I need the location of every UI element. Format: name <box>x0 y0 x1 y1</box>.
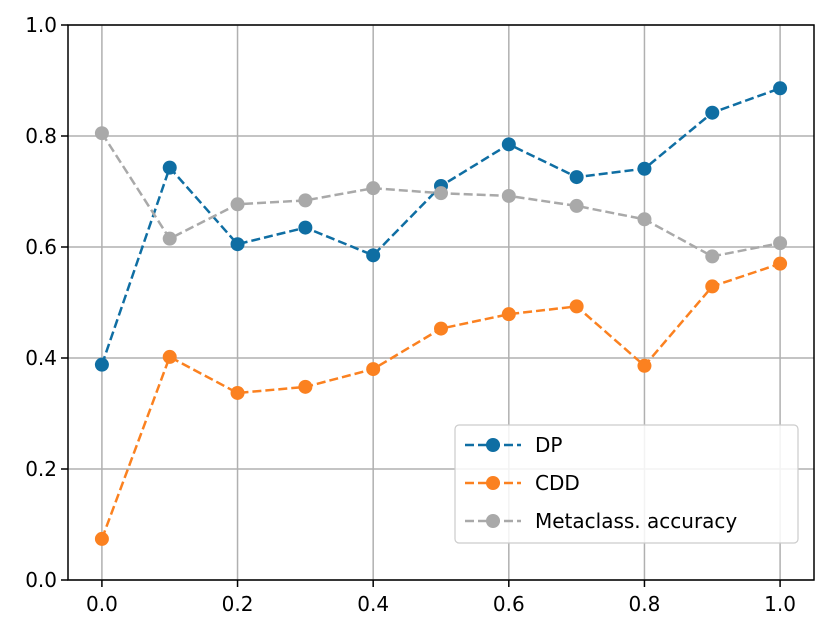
legend-marker <box>486 476 500 490</box>
data-point <box>298 193 313 208</box>
data-point <box>230 237 245 252</box>
legend-label: DP <box>535 433 562 457</box>
x-tick-label: 0.6 <box>493 592 525 616</box>
data-point <box>773 256 788 271</box>
data-point <box>501 188 516 203</box>
data-point <box>637 212 652 227</box>
legend-marker <box>486 514 500 528</box>
data-point <box>230 385 245 400</box>
legend-label: Metaclass. accuracy <box>535 509 737 533</box>
axis-ticks: 0.0 0.2 0.4 0.6 0.8 1.0 0.0 0.2 0.4 0.6 0.8 1.0 <box>25 13 796 616</box>
data-point <box>773 81 788 96</box>
data-point <box>501 307 516 322</box>
legend-label: CDD <box>535 471 580 495</box>
data-point <box>569 299 584 314</box>
legend-entry: DP <box>465 433 562 457</box>
legend-entry: Metaclass. accuracy <box>465 509 737 533</box>
y-tick-label: 0.8 <box>25 124 57 148</box>
legend-entry: CDD <box>465 471 580 495</box>
plot-frame <box>67 24 815 581</box>
data-point <box>569 198 584 213</box>
x-tick-label: 0.0 <box>86 592 118 616</box>
data-point <box>298 379 313 394</box>
data-point <box>366 362 381 377</box>
y-tick-label: 0.6 <box>25 235 57 259</box>
grid <box>68 24 814 581</box>
data-point <box>637 358 652 373</box>
y-tick-label: 1.0 <box>25 13 57 37</box>
legend-box <box>454 424 799 544</box>
series-layer <box>94 81 788 546</box>
data-point <box>705 249 720 264</box>
data-point <box>569 170 584 185</box>
y-tick-label: 0.2 <box>25 457 57 481</box>
data-point <box>501 137 516 152</box>
data-point <box>162 231 177 246</box>
data-point <box>298 220 313 235</box>
x-tick-label: 0.4 <box>357 592 389 616</box>
x-tick-label: 1.0 <box>764 592 796 616</box>
data-point <box>705 279 720 294</box>
series-2 <box>94 126 788 264</box>
data-point <box>230 197 245 212</box>
data-point <box>94 531 109 546</box>
data-point <box>773 236 788 251</box>
series-0 <box>94 81 788 372</box>
data-point <box>94 357 109 372</box>
x-tick-label: 0.2 <box>222 592 254 616</box>
data-point <box>94 126 109 141</box>
data-point <box>637 161 652 176</box>
legend-marker <box>486 438 500 452</box>
data-point <box>162 349 177 364</box>
x-tick-label: 0.8 <box>629 592 661 616</box>
data-point <box>705 105 720 120</box>
data-point <box>162 160 177 175</box>
data-point <box>434 186 448 201</box>
data-point <box>366 248 381 263</box>
y-tick-label: 0.0 <box>25 568 57 592</box>
series-1 <box>94 256 788 546</box>
data-point <box>366 181 381 196</box>
data-point <box>434 321 448 336</box>
y-tick-label: 0.4 <box>25 346 57 370</box>
legend: DP CDD Metaclass. accuracy <box>454 424 799 544</box>
